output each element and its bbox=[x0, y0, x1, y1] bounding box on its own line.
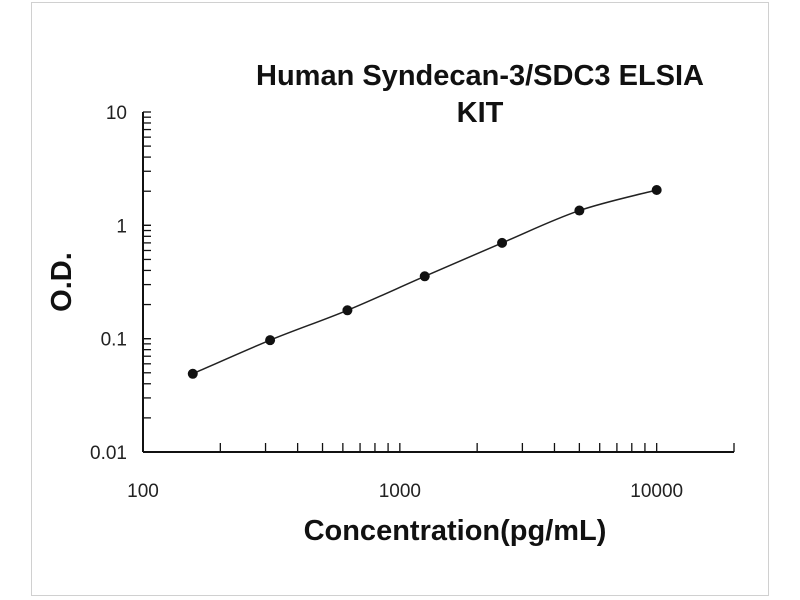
x-tick-label: 100 bbox=[127, 481, 159, 502]
y-tick-label: 1 bbox=[116, 216, 127, 237]
y-tick-label: 0.01 bbox=[90, 443, 127, 464]
chart-frame bbox=[31, 2, 769, 596]
data-point bbox=[187, 368, 198, 379]
data-point bbox=[574, 205, 585, 216]
data-point bbox=[419, 271, 430, 282]
data-point bbox=[342, 305, 353, 316]
data-point bbox=[497, 237, 508, 248]
y-axis-label: O.D. bbox=[46, 252, 78, 312]
fit-curve bbox=[192, 189, 657, 375]
chart-title-line-2: KIT bbox=[457, 97, 504, 129]
y-tick-label: 10 bbox=[106, 103, 127, 124]
x-axis-label: Concentration(pg/mL) bbox=[304, 515, 607, 547]
y-tick-label: 0.1 bbox=[101, 330, 127, 351]
chart-title-line-1: Human Syndecan-3/SDC3 ELSIA bbox=[256, 60, 704, 92]
data-point bbox=[651, 185, 662, 196]
x-tick-label: 10000 bbox=[630, 481, 683, 502]
data-point bbox=[265, 335, 276, 346]
x-tick-label: 1000 bbox=[379, 481, 421, 502]
